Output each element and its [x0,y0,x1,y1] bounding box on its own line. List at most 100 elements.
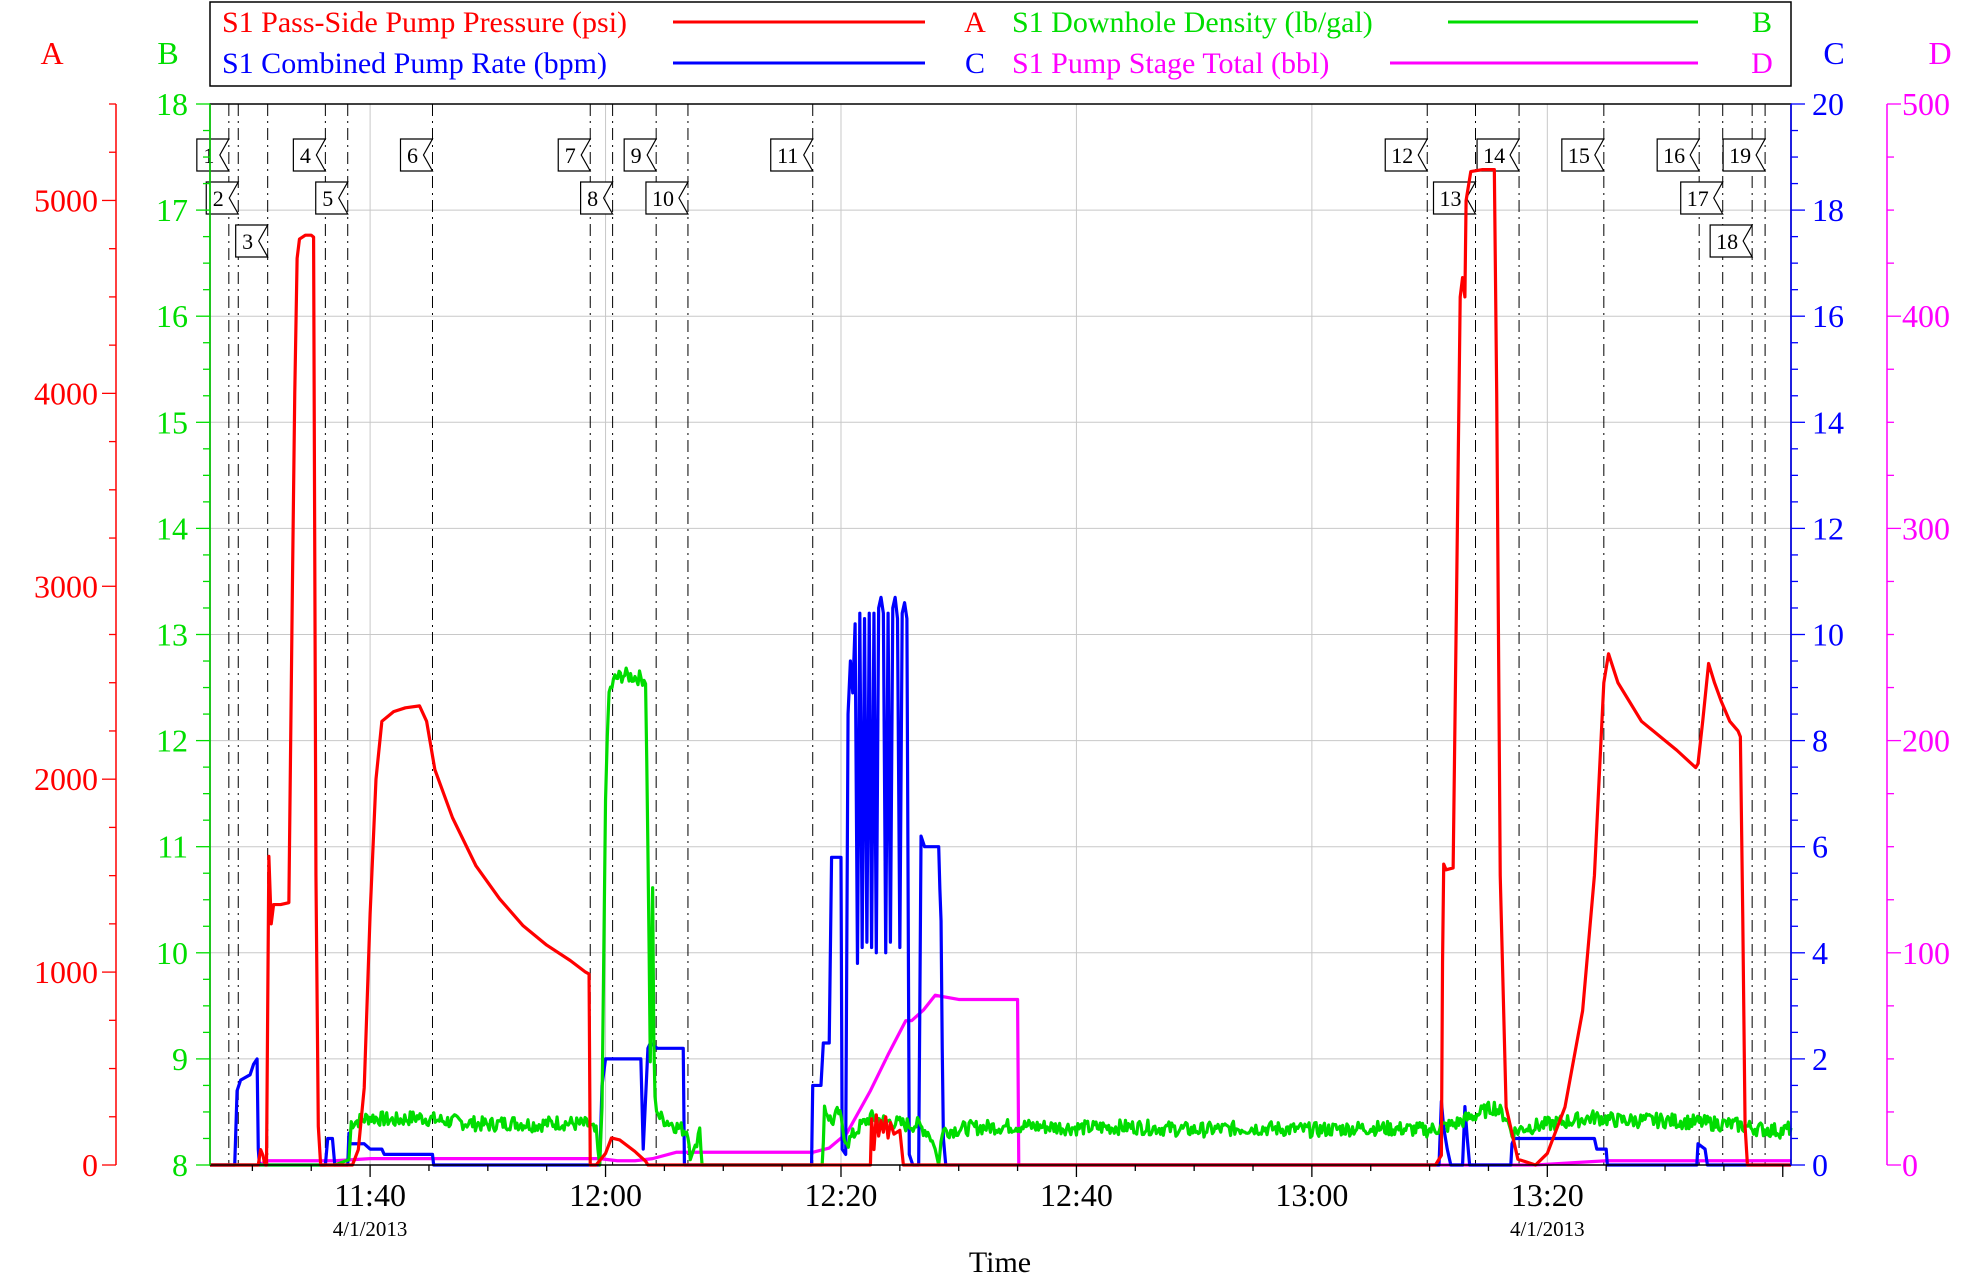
axis-tick-label-b: 14 [156,510,188,546]
axis-tick-label-c: 16 [1812,298,1844,334]
event-label: 19 [1729,143,1751,168]
x-tick-date: 4/1/2013 [333,1217,408,1241]
axis-letter-a: A [40,35,63,71]
event-flag [770,138,814,172]
y-axes: 010002000300040005000A891011121314151617… [34,35,1952,1183]
legend-entry-label: S1 Downhole Density (lb/gal) [1012,6,1373,39]
event-flag [196,138,230,172]
event-label: 13 [1440,186,1462,211]
axis-tick-label-a: 1000 [34,954,98,990]
x-tick-label: 12:20 [805,1177,878,1213]
axis-tick-label-b: 12 [156,723,188,759]
axis-tick-label-b: 16 [156,298,188,334]
axis-tick-label-c: 6 [1812,829,1828,865]
x-tick-label: 12:00 [569,1177,642,1213]
axis-letter-b: B [157,35,178,71]
event-flag [1722,138,1767,172]
x-axis-title: Time [969,1246,1031,1273]
event-label: 15 [1568,143,1590,168]
series-line-b [209,666,1793,1167]
event-flag [1561,138,1605,172]
legend-frame [209,1,1792,87]
event-flag [1476,138,1521,172]
legend-entry-label: S1 Pump Stage Total (bbl) [1012,47,1329,80]
legend-entry-axis-letter: B [1752,6,1772,39]
event-flag [623,138,658,172]
legend-entry-label: S1 Combined Pump Rate (bpm) [222,47,607,80]
event-flag [1680,181,1724,215]
series-line-a [210,167,1791,1167]
event-flag [645,181,689,215]
axis-tick-label-b: 11 [157,829,188,865]
axis-tick-label-a: 4000 [34,375,98,411]
axis-letter-c: C [1823,35,1844,71]
legend-entry-axis-letter: D [1751,47,1773,80]
event-label: 5 [322,186,333,211]
event-flag [1709,224,1754,258]
axis-tick-label-c: 14 [1812,404,1844,440]
axis-tick-label-b: 13 [156,617,188,653]
event-label: 8 [587,186,598,211]
axis-tick-label-b: 10 [156,935,188,971]
axis-tick-label-d: 400 [1902,298,1950,334]
axis-tick-label-a: 5000 [34,182,98,218]
x-tick-label: 13:00 [1275,1177,1348,1213]
event-label: 9 [631,143,642,168]
axis-tick-label-a: 0 [82,1147,98,1183]
event-label: 6 [407,143,418,168]
axis-tick-label-b: 15 [156,404,188,440]
axis-tick-label-b: 8 [172,1147,188,1183]
axis-tick-label-a: 3000 [34,568,98,604]
event-flag [205,181,240,215]
legend-entry-axis-letter: A [964,6,986,39]
event-flag [1384,138,1429,172]
x-tick-label: 13:20 [1511,1177,1584,1213]
x-axis: 11:40 4/1/2013 12:00 12:20 12:40 13:00 13:20 4/… [251,1165,1784,1241]
event-label: 4 [300,143,311,168]
axis-tick-label-c: 20 [1812,86,1844,122]
event-flag [1656,138,1701,172]
event-label: 14 [1483,143,1505,168]
axis-tick-label-d: 200 [1902,723,1950,759]
series-lines [209,167,1793,1167]
event-label: 18 [1716,229,1738,254]
axis-letter-d: D [1928,35,1951,71]
x-tick-date: 4/1/2013 [1510,1217,1585,1241]
axis-tick-label-b: 9 [172,1041,188,1077]
event-label: 10 [652,186,674,211]
axis-tick-label-c: 8 [1812,723,1828,759]
event-label: 7 [565,143,576,168]
axis-tick-label-d: 500 [1902,86,1950,122]
axis-tick-label-c: 0 [1812,1147,1828,1183]
event-flag [292,138,327,172]
event-flag [557,138,592,172]
axis-tick-label-d: 300 [1902,510,1950,546]
axis-tick-label-c: 10 [1812,617,1844,653]
axis-tick-label-b: 18 [156,86,188,122]
axis-tick-label-c: 2 [1812,1041,1828,1077]
grid [210,104,1791,1165]
event-label: 12 [1391,143,1413,168]
event-label: 2 [213,186,224,211]
axis-tick-label-d: 0 [1902,1147,1918,1183]
event-flag [399,138,434,172]
event-label: 11 [777,143,798,168]
x-tick-label: 11:40 [334,1177,406,1213]
event-flag [235,224,269,258]
x-tick-label: 12:40 [1040,1177,1113,1213]
axis-tick-label-c: 18 [1812,192,1844,228]
event-label: 17 [1687,186,1709,211]
event-flag [580,181,614,215]
event-label: 16 [1663,143,1685,168]
axis-tick-label-d: 100 [1902,935,1950,971]
event-label: 1 [203,143,214,168]
series-line-c [210,595,1791,1167]
event-flag [315,181,349,215]
event-label: 3 [242,229,253,254]
axis-tick-label-c: 4 [1812,935,1828,971]
axis-tick-label-b: 17 [156,192,188,228]
legend-entry-label: S1 Pass-Side Pump Pressure (psi) [222,6,627,39]
legend: S1 Pass-Side Pump Pressure (psi) A S1 Down… [209,1,1792,87]
